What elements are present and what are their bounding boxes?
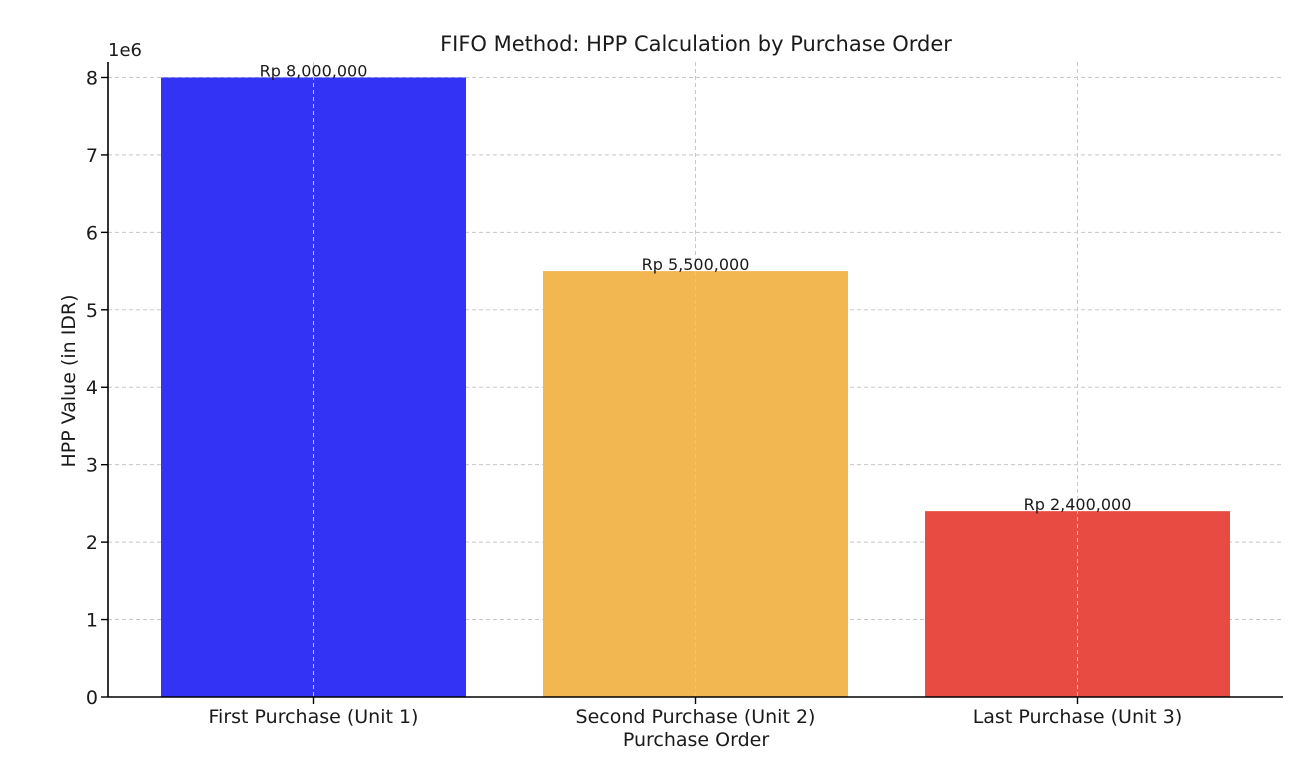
y-tick-label: 4 <box>86 377 98 399</box>
y-tick-label: 0 <box>86 687 98 709</box>
bar-value-label: Rp 8,000,000 <box>260 61 368 80</box>
y-axis-title: HPP Value (in IDR) <box>58 294 80 467</box>
x-tick-label: Last Purchase (Unit 3) <box>973 706 1183 728</box>
axes-layer <box>101 62 1283 704</box>
x-tick-label: Second Purchase (Unit 2) <box>576 706 816 728</box>
x-axis-title: Purchase Order <box>623 729 770 751</box>
y-tick-label: 3 <box>86 455 98 477</box>
y-tick-label: 2 <box>86 532 98 554</box>
labels-layer: 0 1 2 3 4 5 6 7 8 First Purchase (Unit 1) Second P… <box>86 61 1182 728</box>
y-axis-offset-label: 1e6 <box>108 40 142 61</box>
y-tick-label: 5 <box>86 300 98 322</box>
y-tick-label: 1 <box>86 610 98 632</box>
bar-value-label: Rp 5,500,000 <box>642 255 750 274</box>
y-tick-label: 8 <box>86 67 98 89</box>
vertical-grid-layer <box>313 62 1078 697</box>
bar-value-label: Rp 2,400,000 <box>1024 495 1132 514</box>
y-tick-label: 6 <box>86 222 98 244</box>
x-tick-label: First Purchase (Unit 1) <box>209 706 419 728</box>
chart-title: FIFO Method: HPP Calculation by Purchase… <box>440 32 952 56</box>
y-tick-label: 7 <box>86 145 98 167</box>
